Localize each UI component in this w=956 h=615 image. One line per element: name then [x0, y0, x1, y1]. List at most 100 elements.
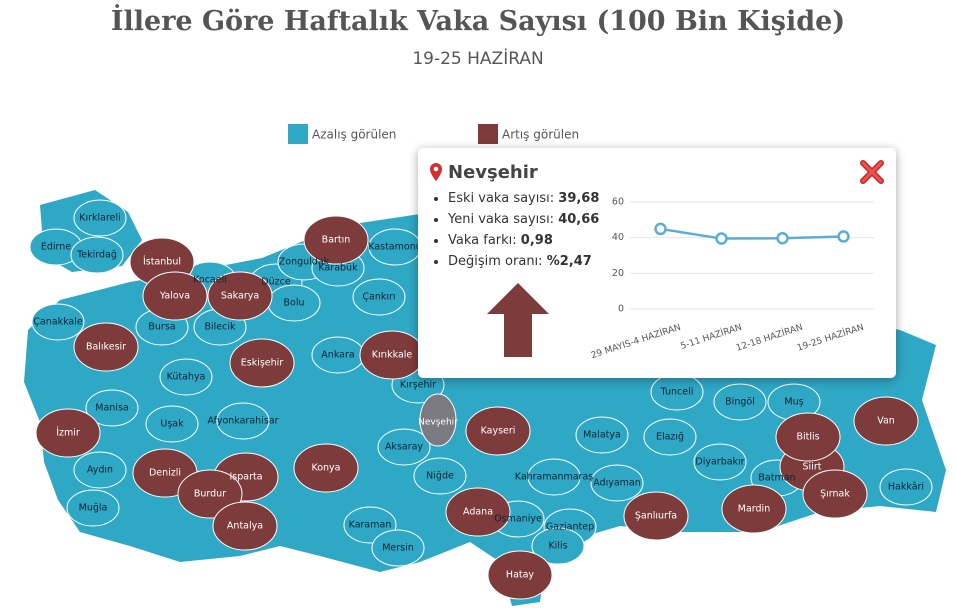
province-region [70, 236, 124, 274]
province-label: Hakkâri [888, 482, 924, 493]
province-region [445, 487, 511, 537]
province-region [159, 358, 213, 396]
province-label: İzmir [56, 428, 80, 439]
province-label: Kastamonu [368, 242, 422, 253]
province-label: Hatay [506, 570, 535, 581]
legend-swatch [478, 124, 498, 144]
x-tick-label: 12-18 HAZİRAN [735, 322, 805, 354]
province-label: Şırnak [820, 489, 850, 500]
province-label: Çanakkale [33, 317, 83, 328]
province-label: Isparta [229, 472, 262, 483]
province-region [802, 469, 868, 519]
province-region [713, 383, 767, 421]
province-label: Diyarbakır [695, 457, 744, 468]
stat-item: Değişim oranı: %2,47 [448, 251, 599, 272]
province-label: İstanbul [143, 257, 181, 268]
province-label: Bilecik [204, 322, 236, 333]
province-label: Burdur [194, 489, 226, 500]
x-tick-label: 19-25 HAZİRAN [796, 322, 866, 354]
province-label: Bitlis [796, 432, 819, 443]
province-label: Elazığ [656, 432, 684, 443]
province-label: Karaman [349, 520, 392, 531]
y-tick-label: 0 [618, 304, 624, 315]
point [837, 230, 850, 243]
point [776, 231, 789, 245]
legend-label: Artış görülen [502, 128, 579, 142]
province-region [145, 405, 199, 443]
province-region [212, 501, 278, 551]
province-region [303, 215, 369, 265]
province-label: Kahramanmaraş [515, 472, 594, 483]
province-region [575, 416, 629, 454]
legend-swatch [288, 124, 308, 144]
province-label: Edirne [41, 242, 71, 253]
province-label: Aksaray [385, 442, 423, 453]
province-label: Sakarya [221, 291, 259, 302]
province-label: Mersin [382, 543, 414, 554]
province-label: Tekirdağ [76, 250, 117, 261]
province-label: Ankara [321, 350, 354, 361]
x-tick-label: 29 MAYIS-4 HAZİRAN [590, 322, 683, 361]
point [715, 232, 728, 245]
province-region [85, 389, 139, 427]
province-label: Zonguldak [279, 257, 330, 268]
province-label: Bartın [322, 235, 351, 246]
close-button[interactable] [860, 160, 884, 184]
province-region [73, 451, 127, 489]
province-label: Kocaeli [193, 275, 227, 286]
stat-value: 39,68 [558, 191, 600, 206]
province-label: Osmaniye [494, 514, 542, 525]
province-region [73, 199, 127, 237]
province-label: Tunceli [660, 387, 694, 398]
province-label: Kütahya [167, 372, 206, 383]
province-region [73, 322, 139, 372]
province-label: Kilis [548, 541, 567, 552]
up-arrow [487, 283, 549, 357]
province-region [66, 489, 120, 527]
province-region [531, 527, 585, 565]
y-tick-label: 20 [612, 268, 624, 279]
province-region [853, 396, 919, 446]
y-tick-label: 40 [612, 232, 624, 243]
province-label: Kırıkkale [372, 350, 413, 361]
popup: Nevşehir Eski vaka sayısı: 39,68Yeni vak… [418, 148, 896, 378]
selected-region [419, 393, 457, 447]
province-label: Manisa [95, 403, 128, 414]
stat-item: Eski vaka sayısı: 39,68 [448, 188, 599, 209]
province-label: Aydın [87, 465, 113, 476]
stat-label: Vaka farkı: [448, 233, 517, 248]
province-label: Kırşehir [400, 380, 436, 391]
province-region [293, 443, 359, 493]
province-label: Eskişehir [241, 358, 284, 369]
province-label: Balıkesir [86, 342, 126, 353]
province-region [207, 271, 273, 321]
province-region [775, 412, 841, 462]
province-label: Mardin [738, 504, 770, 515]
province-region [643, 418, 697, 456]
province-region [527, 458, 581, 496]
province-label: Muş [784, 397, 803, 408]
popup-title: Nevşehir [448, 162, 538, 183]
province-label: Bolu [284, 298, 305, 309]
pin-icon [430, 163, 442, 181]
stat-item: Yeni vaka sayısı: 40,66 [448, 209, 599, 230]
province-region [590, 464, 644, 502]
province-label: Adıyaman [593, 478, 641, 489]
province-label: Şanlıurfa [635, 511, 677, 522]
province-label: Antalya [227, 521, 263, 532]
province-region [35, 408, 101, 458]
stat-value: 0,98 [520, 233, 553, 248]
province-region [31, 303, 85, 341]
province-label: Niğde [426, 471, 454, 482]
province-label: Malatya [583, 430, 621, 441]
stat-label: Değişim oranı: [448, 254, 543, 269]
stat-label: Yeni vaka sayısı: [448, 212, 555, 227]
province-label: Adana [463, 507, 493, 518]
province-label: Siirt [803, 462, 822, 473]
province-label: Muğla [79, 503, 108, 514]
province-region [177, 469, 243, 519]
province-region [371, 529, 425, 567]
province-label: Konya [311, 463, 340, 474]
